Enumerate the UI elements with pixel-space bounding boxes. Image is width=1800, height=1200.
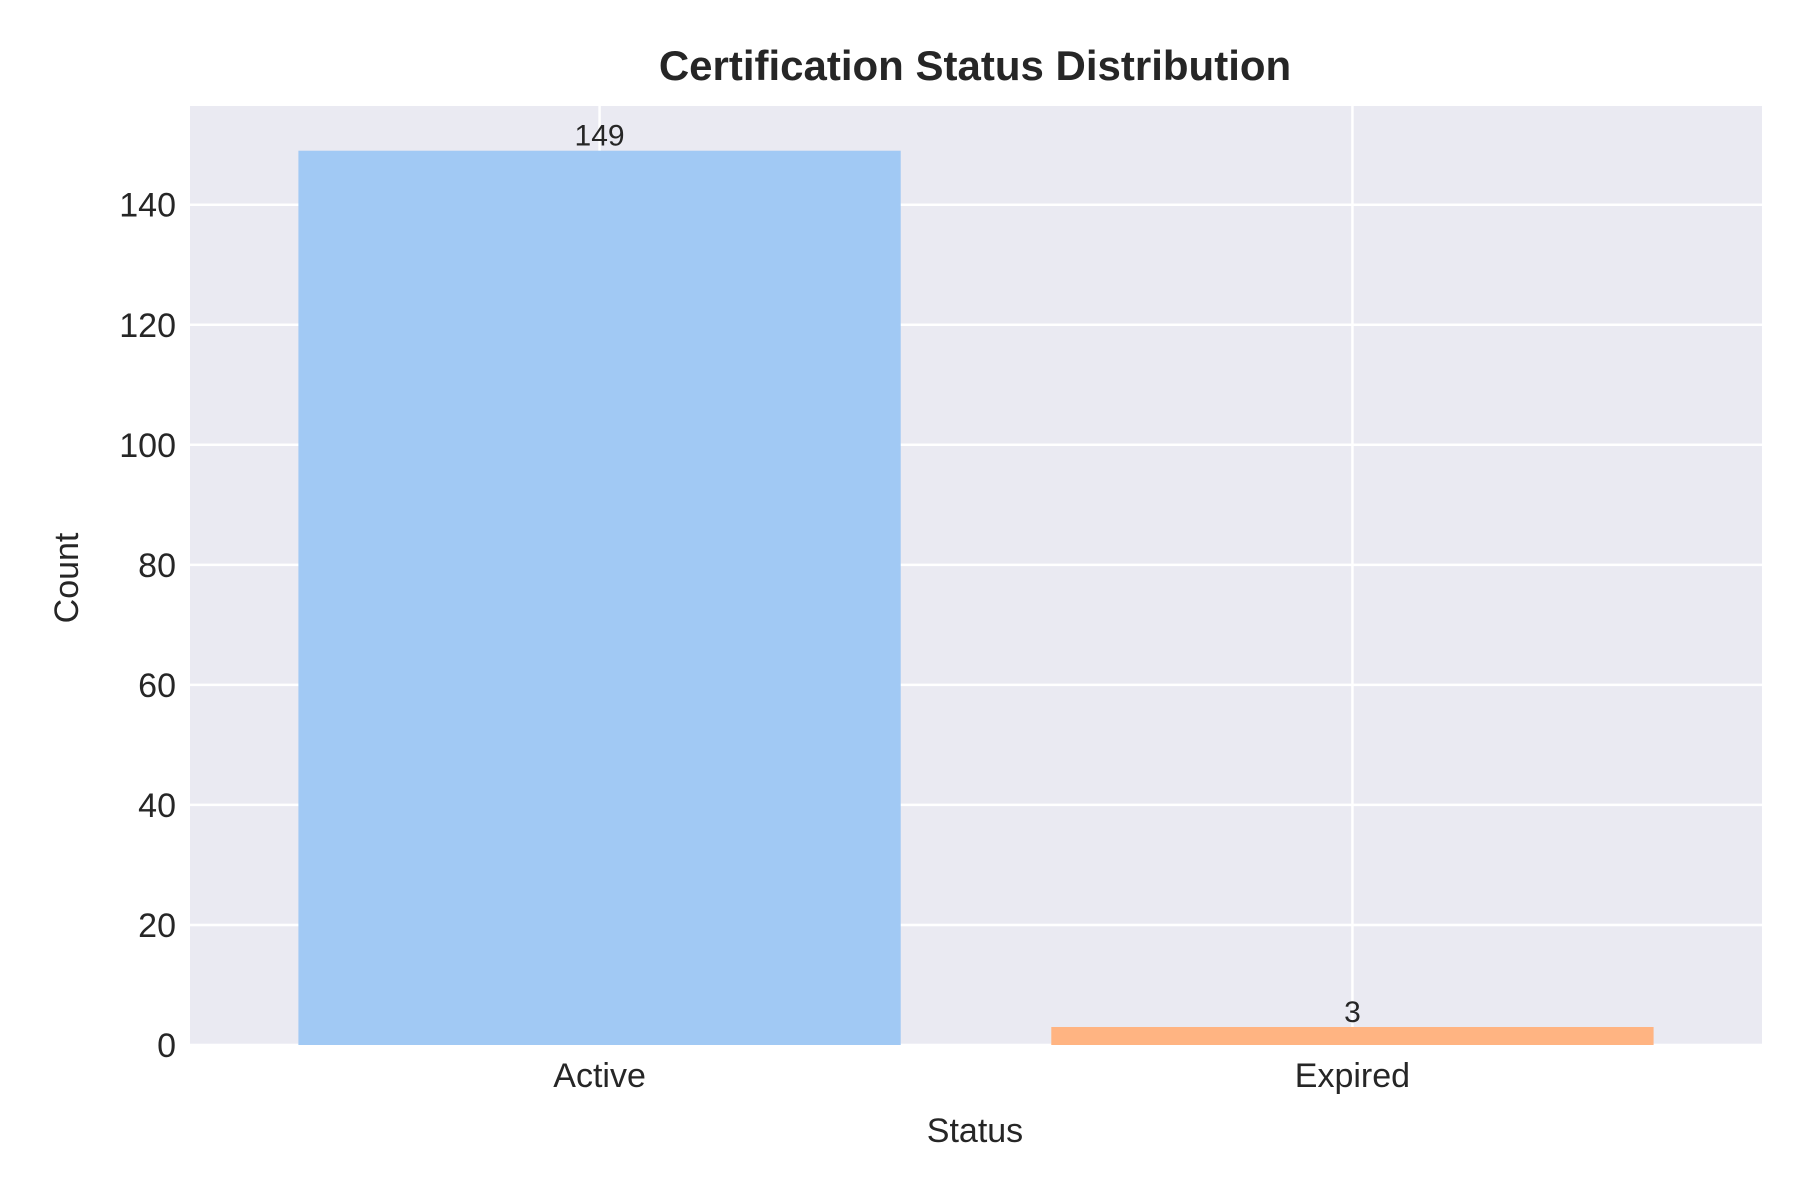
y-tick-label: 120 — [119, 307, 176, 345]
chart-title: Certification Status Distribution — [659, 42, 1291, 89]
data-label-expired: 3 — [1344, 996, 1361, 1029]
y-tick-label: 60 — [138, 667, 176, 705]
data-label-active: 149 — [575, 120, 625, 153]
bar-active — [298, 150, 901, 1045]
y-tick-label: 140 — [119, 187, 176, 225]
bars — [298, 150, 1654, 1045]
y-axis-ticks: 0 20 40 60 80 100 120 140 — [119, 187, 176, 1065]
x-tick-label: Active — [553, 1057, 646, 1095]
y-tick-label: 0 — [157, 1027, 176, 1065]
x-axis-ticks: Active Expired — [553, 1057, 1410, 1095]
y-axis-label: Count — [48, 532, 86, 623]
y-tick-label: 20 — [138, 907, 176, 945]
data-labels: 149 3 — [575, 120, 1361, 1029]
y-tick-label: 40 — [138, 787, 176, 825]
y-tick-label: 100 — [119, 427, 176, 465]
bar-expired — [1051, 1026, 1654, 1045]
y-tick-label: 80 — [138, 547, 176, 585]
x-tick-label: Expired — [1295, 1057, 1410, 1095]
x-axis-label: Status — [927, 1112, 1023, 1150]
